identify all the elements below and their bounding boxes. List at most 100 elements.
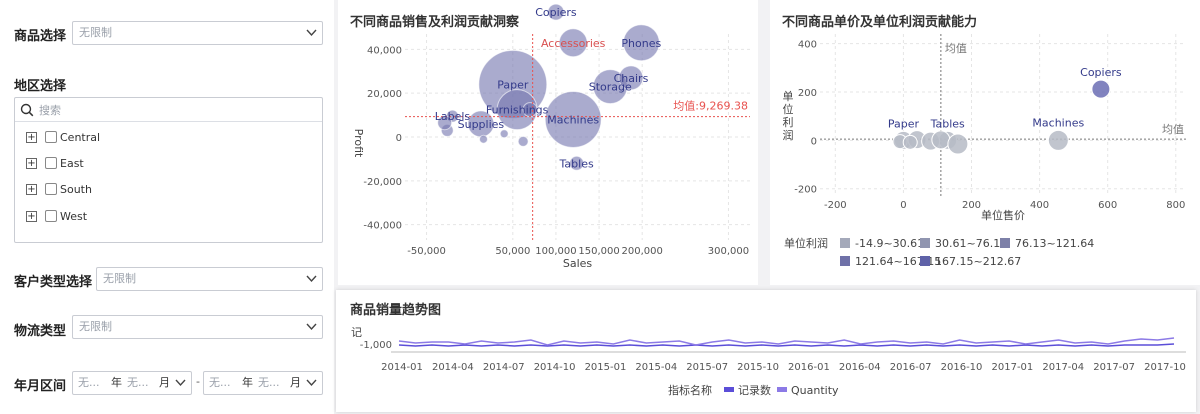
bubble-label: Labels (435, 110, 471, 123)
product-select[interactable]: 无限制 (72, 21, 323, 45)
chevron-down-icon[interactable] (175, 372, 186, 402)
product-filter-label: 商品选择 (14, 29, 67, 44)
month-unit-label: 月 (159, 376, 170, 389)
bubble-label: Machines (547, 113, 599, 126)
unit-price-panel: 不同商品单价及单位利润贡献能力 400 200 0 -200 -200 0 200 400 60… (770, 0, 1200, 285)
tree-item-south[interactable]: + South (26, 181, 92, 197)
legend-item: 30.61~76.13 (935, 237, 1007, 250)
tree-item-east[interactable]: + East (26, 155, 84, 171)
region-search[interactable]: 搜索 (15, 98, 322, 122)
y-tick-label: -40,000 (363, 221, 402, 232)
logistics-select-value: 无限制 (79, 320, 112, 333)
sales-trend-panel: 商品销量趋势图 记 -1,000 2014-01 2014-04 2014-07 2014… (336, 290, 1196, 412)
sales-profit-panel: 不同商品销售及利润贡献洞察 40,000 20,000 0 -20,000 -40,00… (338, 0, 758, 285)
mean-label: 均值 (1162, 123, 1184, 136)
chart-title: 不同商品销售及利润贡献洞察 (350, 15, 520, 30)
y-tick-label: -1,000 (360, 340, 392, 351)
x-tick-label: 800 (1166, 200, 1185, 211)
bubble (618, 65, 644, 91)
region-filter-label: 地区选择 (14, 79, 67, 94)
legend-swatch (1000, 238, 1010, 248)
x-tick-label: 100,000 (535, 246, 576, 257)
tree-item-label: South (60, 182, 92, 196)
checkbox[interactable] (45, 131, 57, 143)
expand-icon[interactable]: + (26, 183, 37, 195)
bubble-label: Accessories (541, 37, 606, 50)
start-month-picker[interactable]: 无... 年 无... 月 (72, 371, 192, 395)
period-filter-label: 年月区间 (14, 379, 67, 394)
end-year-input[interactable]: 无... (209, 376, 231, 389)
region-search-placeholder: 搜索 (39, 104, 61, 117)
chevron-down-icon (306, 268, 317, 298)
y-axis-label: 单位利润 (783, 90, 794, 142)
product-select-value: 无限制 (79, 26, 112, 39)
y-axis-label: 记 (351, 326, 362, 339)
x-tick-label: 2015-04 (635, 362, 677, 373)
start-month-input[interactable]: 无... (127, 376, 149, 389)
x-tick-label: 2017-10 (1144, 362, 1186, 373)
y-tick-label: 400 (798, 40, 817, 51)
legend-item: -14.9~30.61 (855, 237, 924, 250)
checkbox[interactable] (45, 210, 57, 222)
end-month-input[interactable]: 无... (258, 376, 280, 389)
bubble (499, 129, 509, 139)
legend-item: Quantity (791, 384, 839, 397)
month-unit-label: 月 (290, 376, 301, 389)
tree-item-label: Central (60, 130, 101, 144)
bubble (947, 133, 969, 155)
x-tick-label: 0 (900, 200, 906, 211)
bubble-label: Paper (888, 117, 920, 130)
bubble-label: Copiers (535, 6, 577, 19)
logistics-select[interactable]: 无限制 (72, 315, 323, 339)
tree-item-central[interactable]: + Central (26, 129, 100, 145)
chevron-down-icon (306, 316, 317, 346)
x-tick-label: 2016-01 (788, 362, 830, 373)
x-tick-label: 2016-10 (941, 362, 983, 373)
legend-swatch (840, 238, 850, 248)
year-unit-label: 年 (111, 376, 122, 389)
bubble-label: Copiers (1080, 66, 1122, 79)
bubble (622, 24, 660, 62)
y-tick-label: 0 (811, 136, 817, 147)
mean-label: 均值:9,269.38 (673, 100, 748, 113)
expand-icon[interactable]: + (26, 131, 37, 143)
chevron-down-icon[interactable] (306, 372, 317, 402)
bubble-label: Chairs (614, 72, 649, 85)
y-tick-label: -200 (794, 185, 817, 196)
tree-item-west[interactable]: + West (26, 208, 87, 224)
start-year-input[interactable]: 无... (78, 376, 100, 389)
checkbox[interactable] (45, 183, 57, 195)
x-tick-label: 2015-07 (686, 362, 728, 373)
expand-icon[interactable]: + (26, 210, 37, 222)
bubble (544, 90, 602, 148)
legend-swatch (840, 256, 850, 266)
bubble-label: Phones (621, 37, 661, 50)
logistics-filter-label: 物流类型 (14, 324, 67, 339)
chart-title: 不同商品单价及单位利润贡献能力 (782, 15, 978, 30)
bubble-label: Machines (1032, 116, 1084, 129)
customer-filter-label: 客户类型选择 (14, 275, 93, 290)
sales-profit-bubble-chart[interactable]: 40,000 20,000 0 -20,000 -40,000 -50,000 50,000… (338, 0, 758, 285)
tree-item-label: West (60, 209, 88, 223)
legend-item: 167.15~212.67 (935, 255, 1021, 268)
series-line-quantity (398, 337, 1175, 346)
expand-icon[interactable]: + (26, 157, 37, 169)
x-axis-label: 单位售价 (981, 208, 1025, 222)
x-tick-label: 200 (962, 200, 981, 211)
checkbox[interactable] (45, 157, 57, 169)
bubble-label: Storage (589, 81, 632, 94)
legend-title: 单位利润 (784, 236, 828, 250)
bubble-label: Tables (559, 157, 594, 170)
x-tick-label: 2015-01 (585, 362, 627, 373)
bubble (558, 28, 588, 58)
customer-select[interactable]: 无限制 (96, 267, 323, 291)
x-tick-label: 50,000 (495, 246, 530, 257)
x-tick-label: 2014-07 (483, 362, 525, 373)
legend-item: 76.13~121.64 (1015, 237, 1094, 250)
end-month-picker[interactable]: 无... 年 无... 月 (203, 371, 323, 395)
series-line-records (398, 343, 1175, 347)
bubble (902, 134, 918, 150)
sales-trend-line-chart[interactable]: 记-1,000 2014-01 2014-04 2014-07 2014-10 2015-… (336, 290, 1196, 412)
x-tick-label: 200,000 (622, 246, 663, 257)
